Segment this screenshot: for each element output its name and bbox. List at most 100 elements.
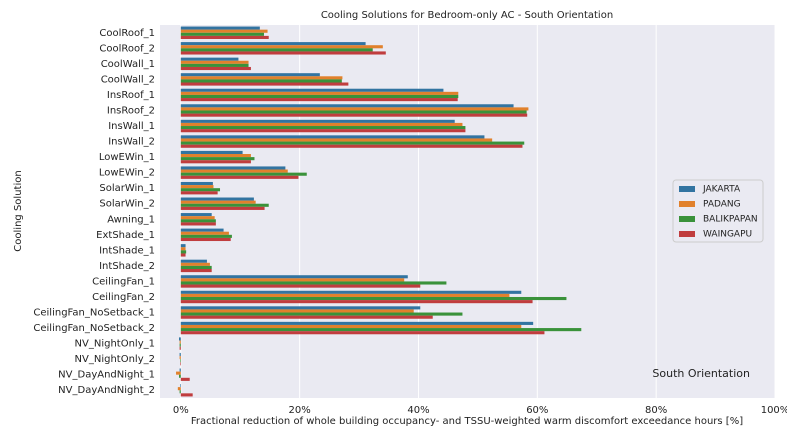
bar <box>180 88 444 92</box>
bar <box>180 166 286 170</box>
legend-box <box>672 179 764 243</box>
y-tick-label: CoolWall_2 <box>101 74 155 85</box>
bar <box>180 206 265 210</box>
bar <box>180 331 545 335</box>
x-axis-label: Fractional reduction of whole building o… <box>191 416 743 427</box>
y-tick-label: IntShade_1 <box>99 245 155 256</box>
bar <box>180 275 408 279</box>
bar <box>180 216 215 220</box>
bar <box>179 337 181 341</box>
bar <box>180 234 232 238</box>
legend-label: BALIKPAPAN <box>703 215 758 225</box>
bar <box>180 107 529 111</box>
bar <box>180 175 299 179</box>
bar <box>180 110 527 114</box>
bar <box>180 160 251 164</box>
bar <box>180 153 251 158</box>
bar <box>180 203 269 207</box>
bar <box>180 309 414 313</box>
bar <box>180 269 212 273</box>
bar <box>180 63 249 67</box>
bar <box>180 306 421 310</box>
bar <box>179 346 181 350</box>
bar <box>180 290 522 294</box>
bar <box>180 129 466 133</box>
y-tick-label: LowEWin_2 <box>99 168 155 179</box>
y-tick-label: IntShade_2 <box>99 261 155 272</box>
x-tick-label: 20% <box>289 405 311 416</box>
x-tick-label: 40% <box>407 405 429 416</box>
bar <box>180 42 366 46</box>
bar <box>180 278 405 282</box>
y-tick-label: CeilingFan_1 <box>92 276 155 287</box>
bar <box>180 231 229 235</box>
bar <box>180 262 210 266</box>
y-tick-label: NV_NightOnly_1 <box>75 339 155 350</box>
legend-label: WAINGAPU <box>703 230 752 240</box>
bar <box>179 368 181 372</box>
bar <box>180 138 493 142</box>
bar <box>180 73 320 77</box>
y-tick-label: CeilingFan_NoSetback_1 <box>33 308 155 319</box>
bar <box>180 26 260 30</box>
y-tick-label: LowEWin_1 <box>99 152 155 163</box>
bar <box>180 253 186 257</box>
bar <box>180 104 514 108</box>
bar <box>180 98 458 102</box>
bar <box>180 321 534 325</box>
y-tick-label: CoolRoof_2 <box>99 43 155 54</box>
bar <box>180 281 447 285</box>
bar <box>179 390 181 394</box>
y-tick-label: InsWall_2 <box>108 137 155 148</box>
legend-swatch <box>679 186 695 192</box>
bar <box>180 296 567 301</box>
bar <box>180 82 349 86</box>
legend-label: JAKARTA <box>702 185 741 195</box>
bar <box>180 250 187 254</box>
bar <box>180 172 307 176</box>
bar <box>180 259 207 263</box>
bar <box>180 265 212 270</box>
bar <box>180 113 528 117</box>
bar <box>180 293 510 297</box>
bar <box>180 91 459 95</box>
y-tick-label: InsWall_1 <box>108 121 155 132</box>
y-tick-label: InsRoof_1 <box>107 90 155 101</box>
bar <box>180 79 342 83</box>
y-tick-label: CeilingFan_NoSetback_2 <box>33 323 155 334</box>
bar <box>180 222 216 226</box>
y-tick-label: CoolWall_1 <box>101 59 155 70</box>
bar <box>180 393 193 397</box>
bar <box>180 237 231 242</box>
bar <box>180 384 181 388</box>
bar <box>176 371 181 375</box>
bar <box>180 300 533 304</box>
bar <box>180 122 463 127</box>
y-axis-label: Cooling Solution <box>13 170 24 251</box>
bar <box>179 340 181 344</box>
bar <box>180 213 212 217</box>
y-tick-label: SolarWin_2 <box>99 199 155 210</box>
bar <box>180 45 383 49</box>
x-tick-label: 0% <box>173 405 189 416</box>
legend-swatch <box>679 201 695 207</box>
bar <box>180 200 256 204</box>
bar <box>180 29 268 33</box>
bar <box>179 352 181 357</box>
bar <box>180 169 288 173</box>
bar <box>180 157 255 161</box>
bar <box>180 328 582 332</box>
y-tick-label: Awning_1 <box>107 214 155 225</box>
bar <box>180 219 216 223</box>
bar <box>180 312 463 316</box>
bar <box>180 150 243 154</box>
bar <box>180 94 459 99</box>
bar <box>180 51 386 55</box>
bar <box>180 191 218 195</box>
legend-swatch <box>679 216 695 222</box>
bar <box>180 76 343 80</box>
bar <box>180 247 186 251</box>
bar <box>180 377 190 381</box>
bar <box>177 387 181 391</box>
